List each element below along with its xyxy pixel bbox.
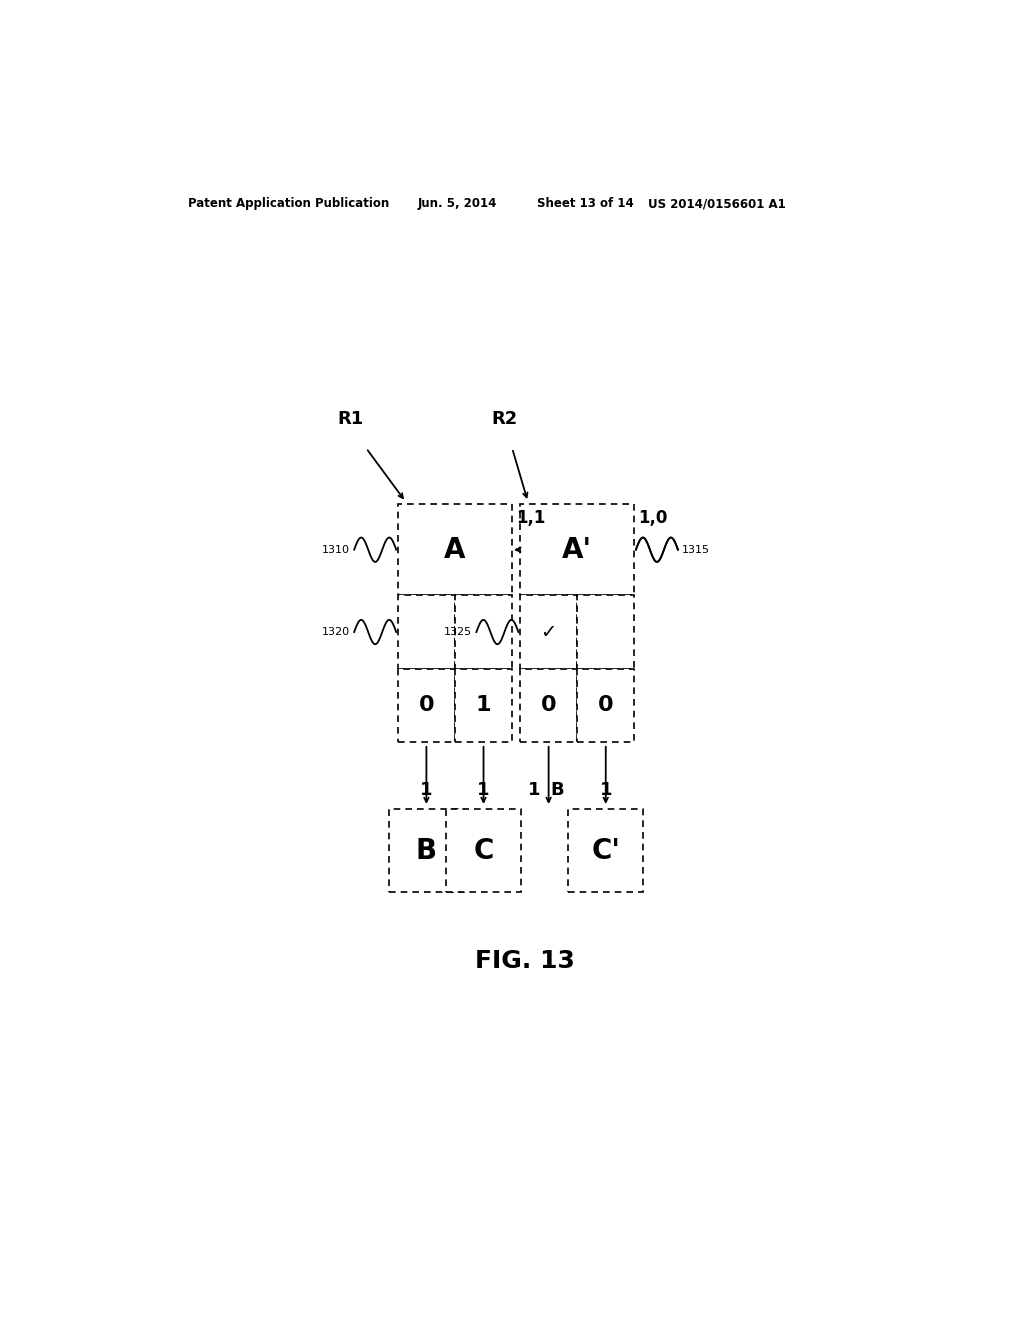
Text: 1325: 1325 [444, 627, 472, 638]
Text: 1: 1 [420, 780, 433, 799]
Text: 1: 1 [477, 780, 489, 799]
Text: B: B [416, 837, 437, 865]
Bar [578, 669, 634, 742]
Text: A': A' [562, 536, 592, 564]
Bar [520, 504, 634, 595]
Text: 0: 0 [598, 696, 613, 715]
Bar [455, 595, 512, 669]
Bar [397, 669, 455, 742]
Text: Sheet 13 of 14: Sheet 13 of 14 [537, 197, 634, 210]
Text: 1: 1 [528, 780, 541, 799]
Text: 0: 0 [541, 696, 556, 715]
Text: A: A [444, 536, 466, 564]
Bar [389, 809, 464, 892]
Text: ✓: ✓ [541, 623, 557, 642]
Text: 1,1: 1,1 [516, 510, 546, 527]
Bar [397, 595, 455, 669]
Bar [520, 669, 578, 742]
Bar [397, 504, 512, 595]
Text: B: B [550, 780, 564, 799]
Text: FIG. 13: FIG. 13 [475, 949, 574, 973]
Text: 1320: 1320 [323, 627, 350, 638]
Text: US 2014/0156601 A1: US 2014/0156601 A1 [648, 197, 785, 210]
Bar [455, 669, 512, 742]
Text: C: C [473, 837, 494, 865]
Text: 0: 0 [419, 696, 434, 715]
Text: 1: 1 [476, 696, 492, 715]
Bar [568, 809, 643, 892]
Bar [578, 595, 634, 669]
Text: 1: 1 [599, 780, 612, 799]
Bar [520, 595, 578, 669]
Text: 1315: 1315 [682, 545, 710, 554]
Text: R1: R1 [337, 409, 364, 428]
Bar [445, 809, 521, 892]
Text: C': C' [591, 837, 621, 865]
Text: Jun. 5, 2014: Jun. 5, 2014 [418, 197, 497, 210]
Text: Patent Application Publication: Patent Application Publication [187, 197, 389, 210]
Text: R2: R2 [492, 409, 517, 428]
Text: 1310: 1310 [323, 545, 350, 554]
Text: 1,0: 1,0 [638, 510, 668, 527]
